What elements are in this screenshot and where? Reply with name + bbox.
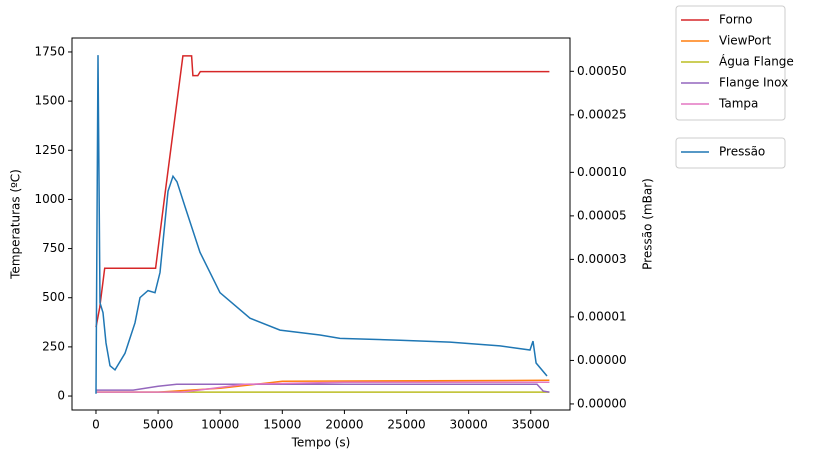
x-tick-label: 30000: [450, 418, 488, 432]
y2-tick-label: 0.00025: [577, 107, 627, 121]
y-tick-label: 500: [42, 290, 65, 304]
series-line: [95, 55, 550, 328]
y2-tick-label: 0.00010: [577, 165, 627, 179]
y2-tick-label: 0.00005: [577, 208, 627, 222]
plot-frame: [71, 37, 571, 411]
y2-axis-label: Pressão (mBar): [641, 178, 655, 270]
series-line: [96, 383, 550, 393]
y-tick-label: 750: [42, 241, 65, 255]
legend-label: Flange Inox: [719, 76, 788, 90]
legend-label: ViewPort: [719, 34, 772, 48]
x-tick-label: 25000: [387, 418, 425, 432]
y2-tick-label: 0.00003: [577, 252, 627, 266]
y-tick-label: 250: [42, 339, 65, 353]
x-tick-label: 10000: [201, 418, 239, 432]
x-tick-label: 20000: [325, 418, 363, 432]
legend-label: Pressão: [719, 145, 765, 159]
legend-box: [675, 5, 786, 121]
y2-tick-label: 0.00050: [577, 64, 627, 78]
y-tick-label: 0: [57, 389, 65, 403]
x-tick-label: 35000: [512, 418, 550, 432]
legend-label: Tampa: [718, 97, 758, 111]
x-tick-label: 15000: [263, 418, 301, 432]
y-tick-label: 1750: [34, 44, 65, 58]
series-line: [96, 381, 550, 393]
x-axis-label: Tempo (s): [291, 436, 351, 450]
y2-tick-label: 0.00000: [577, 353, 627, 367]
x-tick-label: 5000: [143, 418, 174, 432]
series-line: [95, 55, 548, 394]
y-tick-label: 1000: [34, 192, 65, 206]
legend-box: [675, 137, 786, 169]
y2-tick-label: 0.00000: [577, 396, 627, 410]
x-tick-label: 0: [92, 418, 100, 432]
y-tick-label: 1250: [34, 143, 65, 157]
y-tick-label: 1500: [34, 94, 65, 108]
y2-tick-label: 0.00001: [577, 309, 627, 323]
y-axis-label: Temperaturas (ºC): [9, 169, 23, 280]
legend-label: Forno: [719, 13, 753, 27]
legend-label: Água Flange: [719, 54, 794, 69]
